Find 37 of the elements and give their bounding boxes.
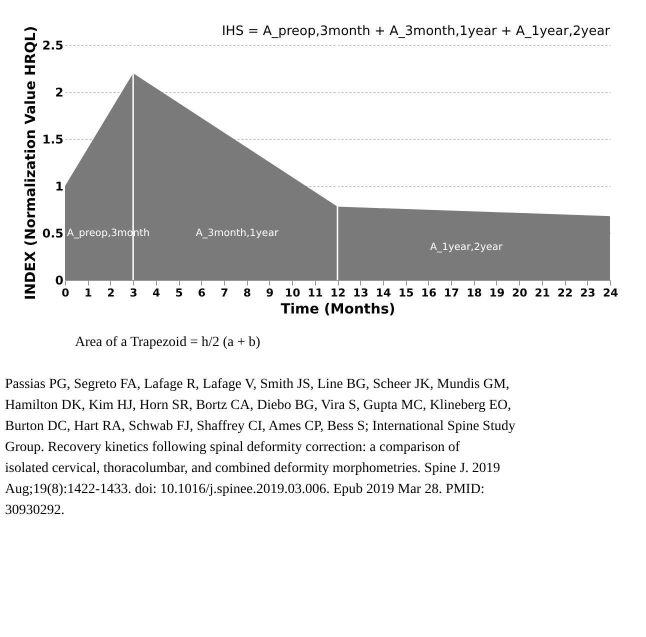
x-tick-label: 17 (444, 286, 460, 300)
x-tick-label: 15 (398, 286, 414, 300)
x-tick-label: 9 (266, 286, 274, 300)
y-tick-label: 2.5 (42, 38, 64, 52)
x-tick-label: 16 (421, 286, 437, 300)
x-tick-label: 18 (466, 286, 482, 300)
x-tick-label: 7 (220, 286, 228, 300)
x-tick-label: 1 (84, 286, 92, 300)
x-axis-title: Time (Months) (280, 302, 396, 318)
y-tick-label: 0 (55, 274, 64, 288)
text: IHS = A_preop,3month + A_3month,1year + A_1year,2year (222, 24, 611, 39)
x-tick-label: 12 (330, 286, 346, 300)
x-tick-label: 24 (602, 286, 618, 300)
x-tick-label: 6 (198, 286, 206, 300)
annotation: A_1year,2year (430, 242, 504, 254)
x-tick-label: 10 (284, 286, 301, 300)
y-tick-label: 0.5 (42, 226, 64, 240)
x-tick-label: 23 (580, 286, 596, 300)
text: Passias PG, Segreto FA, Lafage R, Lafage V, Smith JS, Line BG, Scheer JK, Mundis GM, Hamilton DK, Kim HJ, Horn SR, Bortz CA, Diebo BG, Vira S, Gupta MC, Klineberg EO, Burton DC, Hart RA, Schwab FJ, Shaffrey CI, Ames CP, Bess S; International Spine Study Group. Recovery kinetics following spinal deformity correction: a comparison of isolated cervical, thoracolumbar, and combined deformity morphometries. Spine J. 2019 Aug;19(8):1422-1433. doi: 10.1016/j.spinee.2019.03.006. Epub 2019 Mar 28. PMID: 30930292. (5, 377, 516, 518)
x-tick-label: 21 (534, 286, 550, 300)
x-tick-label: 22 (557, 286, 573, 300)
x-tick-label: 19 (489, 286, 505, 300)
y-tick-label: 2 (55, 86, 64, 100)
x-tick-label: 4 (152, 286, 161, 300)
x-tick-label: 5 (175, 286, 183, 300)
x-tick-label: 14 (376, 286, 392, 300)
y-tick-label: 1.5 (42, 132, 64, 146)
text: Area of a Trapezoid = h/2 (a + b) (75, 335, 261, 350)
annotation: A_3month,1year (196, 228, 280, 239)
x-tick-label: 8 (243, 286, 251, 300)
y-tick-label: 1 (55, 180, 64, 194)
y-axis-title: INDEX (Normalization Value HRQL) (23, 26, 40, 300)
x-tick-label: 13 (353, 286, 368, 300)
x-tick-label: 2 (107, 286, 115, 300)
x-tick-label: 3 (130, 286, 138, 300)
x-tick-label: 20 (512, 286, 528, 300)
x-tick-label: 11 (308, 286, 323, 300)
